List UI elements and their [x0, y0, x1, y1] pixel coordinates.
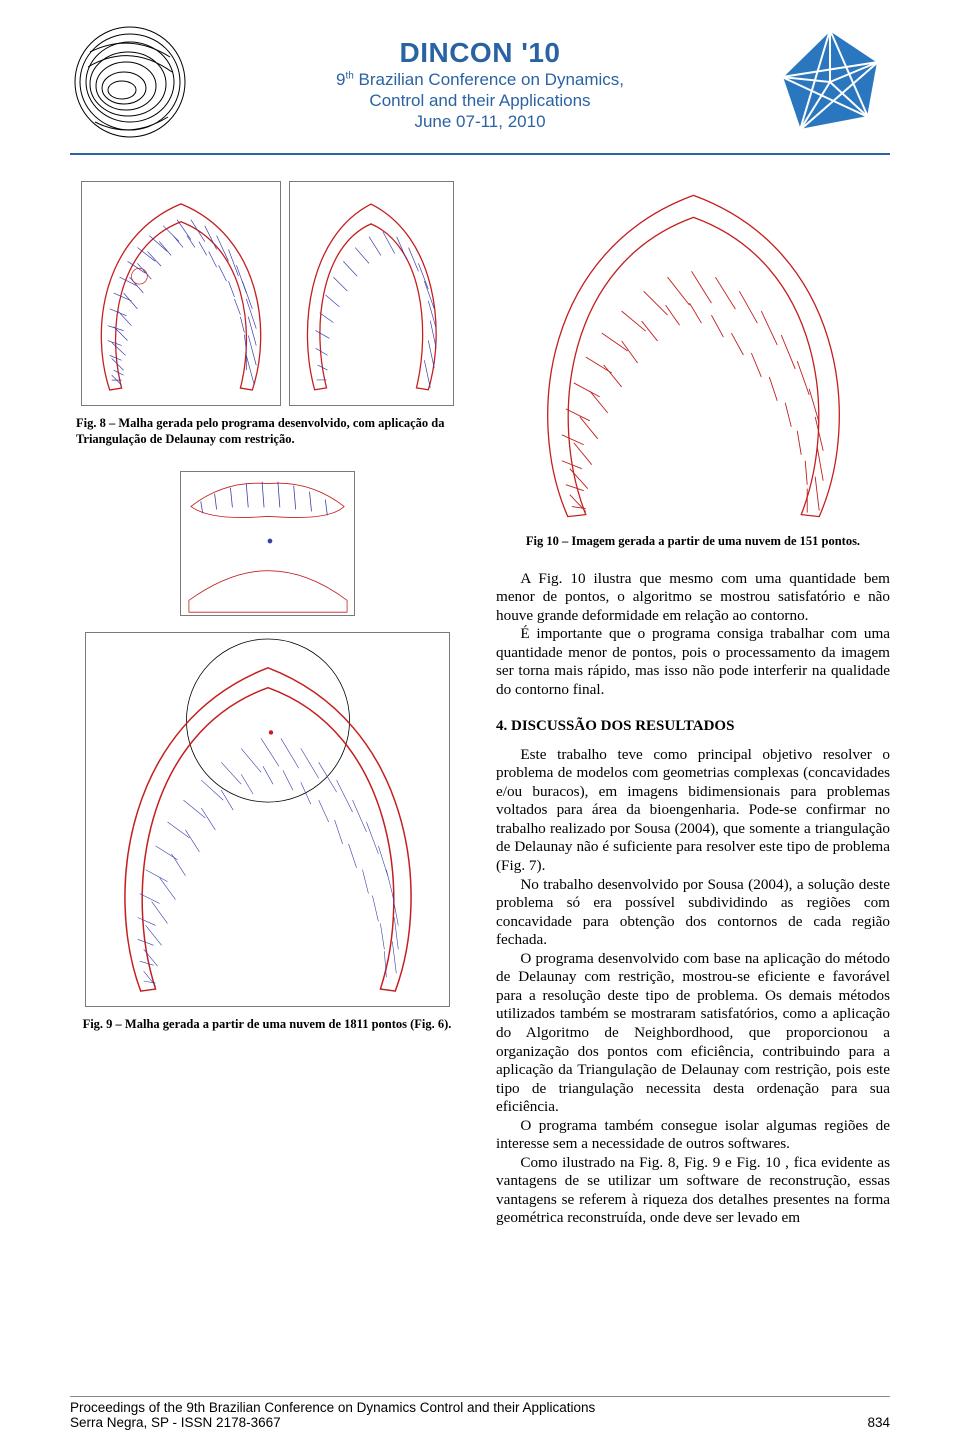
conf-line1-sup: th [345, 70, 353, 81]
logo-left [70, 22, 190, 147]
fig9-panel1-wrap [70, 467, 464, 620]
fig8-caption: Fig. 8 – Malha gerada pelo programa dese… [70, 416, 464, 447]
conference-title-block: DINCON '10 9th Brazilian Conference on D… [208, 37, 752, 133]
conference-subtitle-2: Control and their Applications [208, 90, 752, 111]
paragraph: No trabalho desenvolvido por Sousa (2004… [496, 876, 890, 950]
fig8-panels [70, 177, 464, 410]
logo-right [770, 22, 890, 147]
section-heading: 4. DISCUSSÃO DOS RESULTADOS [496, 717, 890, 735]
page-footer: Proceedings of the 9th Brazilian Confere… [70, 1396, 890, 1430]
paragraph: A Fig. 10 ilustra que mesmo com uma quan… [496, 570, 890, 626]
body-text: A Fig. 10 ilustra que mesmo com uma quan… [496, 570, 890, 1228]
fig10-caption: Fig 10 – Imagem gerada a partir de uma n… [496, 534, 890, 550]
paragraph: Este trabalho teve como principal objeti… [496, 746, 890, 876]
paragraph: É importante que o programa consiga trab… [496, 625, 890, 699]
fig9-panel2-wrap [70, 628, 464, 1011]
paragraph: O programa também consegue isolar alguma… [496, 1117, 890, 1154]
conference-subtitle-1: 9th Brazilian Conference on Dynamics, [208, 69, 752, 90]
fig9-panel-2 [85, 632, 450, 1007]
conference-name: DINCON '10 [208, 37, 752, 69]
conf-line1-post: Brazilian Conference on Dynamics, [354, 70, 624, 89]
conference-header: DINCON '10 9th Brazilian Conference on D… [70, 22, 890, 155]
left-column: Fig. 8 – Malha gerada pelo programa dese… [70, 177, 464, 1228]
conference-date: June 07-11, 2010 [208, 111, 752, 132]
fig8-panel-2 [289, 181, 454, 406]
fig8-panel-1 [81, 181, 281, 406]
fig9-caption: Fig. 9 – Malha gerada a partir de uma nu… [70, 1017, 464, 1033]
footer-line2-left: Serra Negra, SP - ISSN 2178-3667 [70, 1415, 281, 1430]
fig10-wrap [496, 177, 890, 532]
fig10-svg [496, 177, 890, 532]
right-column: Fig 10 – Imagem gerada a partir de uma n… [496, 177, 890, 1228]
paragraph: Como ilustrado na Fig. 8, Fig. 9 e Fig. … [496, 1154, 890, 1228]
paragraph: O programa desenvolvido com base na apli… [496, 950, 890, 1117]
body-columns: Fig. 8 – Malha gerada pelo programa dese… [70, 177, 890, 1228]
page-number: 834 [867, 1415, 890, 1430]
fig9-panel-1 [180, 471, 355, 616]
footer-line1: Proceedings of the 9th Brazilian Confere… [70, 1400, 890, 1415]
